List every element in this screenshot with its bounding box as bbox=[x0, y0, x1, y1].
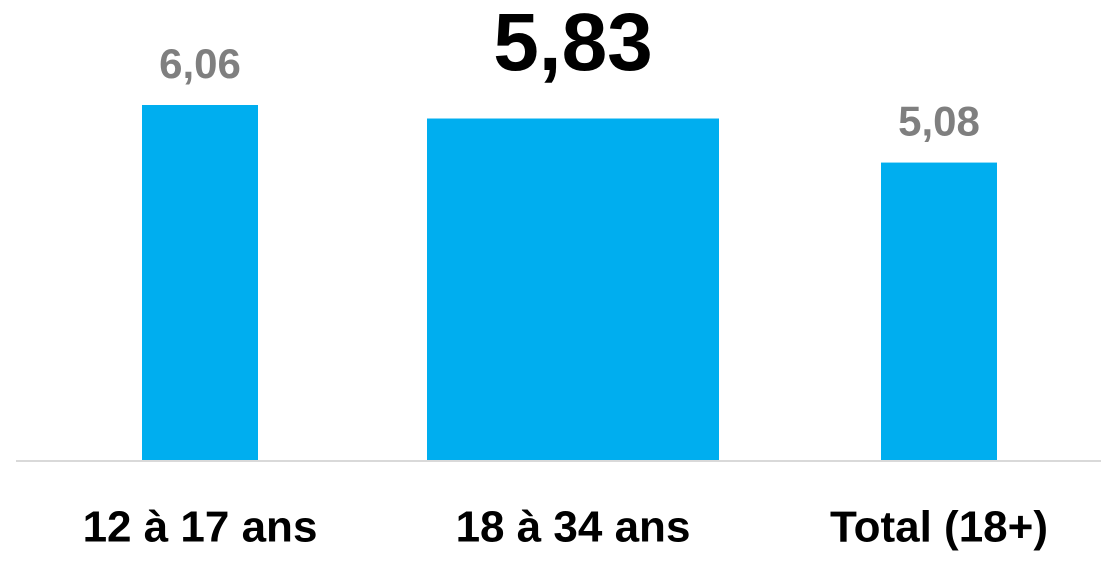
bar bbox=[427, 118, 719, 462]
data-label: 6,06 bbox=[159, 40, 241, 87]
x-tick-label: 18 à 34 ans bbox=[456, 503, 691, 552]
x-tick-label: 12 à 17 ans bbox=[83, 503, 318, 552]
bar bbox=[142, 105, 258, 461]
data-label: 5,08 bbox=[898, 98, 980, 145]
x-tick-label: Total (18+) bbox=[830, 503, 1048, 552]
data-label: 5,83 bbox=[493, 0, 653, 88]
bar bbox=[881, 162, 997, 461]
